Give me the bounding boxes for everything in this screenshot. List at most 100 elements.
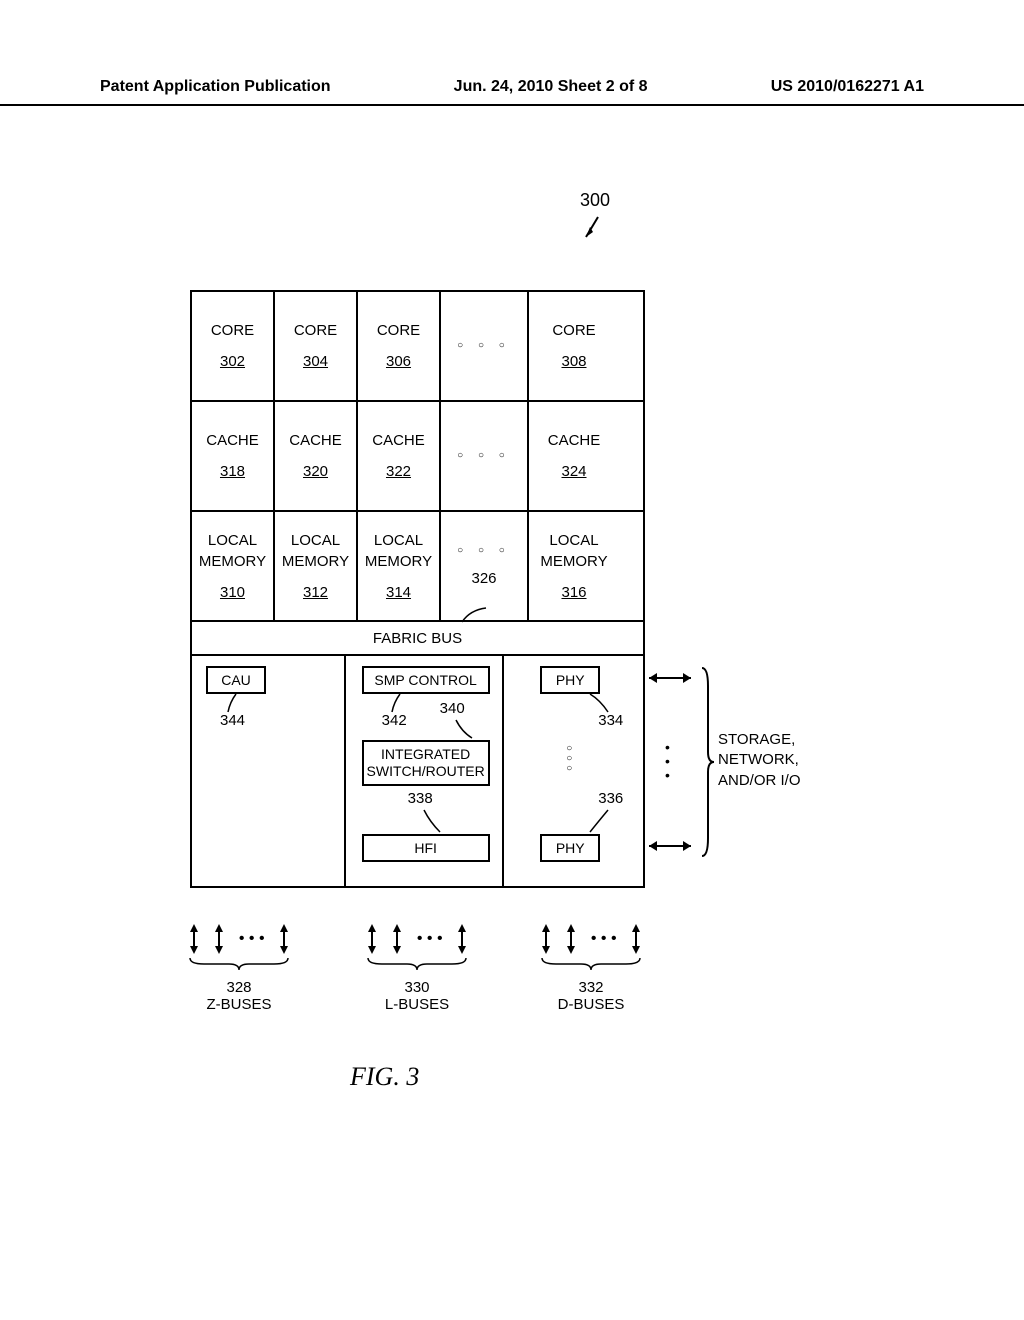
cache-ref: 320: [303, 461, 328, 482]
lead-line-smp-icon: [390, 692, 412, 714]
ref-300-number: 300: [580, 190, 610, 210]
local-memory-310: LOCAL MEMORY 310: [192, 512, 275, 620]
phy-vdots-left-icon: ○○○: [566, 744, 572, 774]
right-io-label: STORAGE, NETWORK, AND/OR I/O: [718, 730, 801, 791]
core-label: CORE: [211, 320, 254, 341]
z-bus-text: Z-BUSES: [206, 996, 271, 1013]
cache-324: CACHE 324: [529, 402, 619, 510]
l-bus-text: L-BUSES: [385, 996, 449, 1013]
local-memory-316: LOCAL MEMORY 316: [529, 512, 619, 620]
hfi-ref: 338: [408, 790, 433, 807]
d-bus-ref: 332: [578, 979, 603, 996]
hfi-box: HFI: [362, 834, 490, 862]
bus-brace-icon: [362, 956, 472, 974]
lead-line-326-icon: [460, 606, 490, 624]
bus-arrow-icon: [456, 922, 468, 956]
bus-arrow-icon: [213, 922, 225, 956]
l-buses: • • • 330 L-BUSES: [362, 922, 472, 1013]
memory-label: LOCAL MEMORY: [358, 530, 439, 572]
core-label: CORE: [377, 320, 420, 341]
phy-label: PHY: [556, 672, 585, 688]
right-vdots-icon: •••: [665, 740, 670, 782]
memory-ref: 316: [561, 582, 586, 603]
memory-label: LOCAL MEMORY: [529, 530, 619, 572]
header-center: Jun. 24, 2010 Sheet 2 of 8: [454, 78, 648, 96]
lead-line-340-icon: [454, 718, 476, 740]
cache-ref: 322: [386, 461, 411, 482]
ellipsis-icon: ○ ○ ○: [457, 339, 511, 353]
phy-label: PHY: [556, 840, 585, 856]
bus-arrow-icon: [565, 922, 577, 956]
memory-row: LOCAL MEMORY 310 LOCAL MEMORY 312 LOCAL …: [192, 512, 643, 622]
cache-318: CACHE 318: [192, 402, 275, 510]
right-brace-icon: [698, 666, 714, 858]
cache-320: CACHE 320: [275, 402, 358, 510]
lead-line-phy1-icon: [588, 692, 610, 714]
bus-arrow-icon: [278, 922, 290, 956]
header-right: US 2010/0162271 A1: [771, 78, 924, 96]
memory-ref: 314: [386, 582, 411, 603]
phy-arrow-top-icon: [645, 668, 695, 688]
core-308: CORE 308: [529, 292, 619, 400]
lead-line-cau-icon: [226, 692, 248, 714]
ref-300-arrow-icon: [580, 213, 608, 243]
lead-line-hfi-icon: [422, 808, 444, 834]
l-bus-arrows: • • •: [362, 922, 472, 956]
fabric-bus-label: FABRIC BUS: [373, 630, 462, 647]
fabric-bus-row: FABRIC BUS: [192, 622, 643, 656]
phy-column: PHY 334 ○○○ 336 PHY: [504, 656, 643, 886]
core-304: CORE 304: [275, 292, 358, 400]
z-bus-arrows: • • •: [184, 922, 294, 956]
memory-ref: 312: [303, 582, 328, 603]
bus-dots-icon: • • •: [239, 930, 265, 948]
bus-brace-icon: [184, 956, 294, 974]
bus-arrow-icon: [540, 922, 552, 956]
lead-line-phy2-icon: [588, 808, 610, 834]
cache-label: CACHE: [372, 430, 425, 451]
cache-label: CACHE: [548, 430, 601, 451]
memory-label: LOCAL MEMORY: [275, 530, 356, 572]
bus-arrow-icon: [188, 922, 200, 956]
patent-header: Patent Application Publication Jun. 24, …: [0, 78, 1024, 106]
smp-control-box: SMP CONTROL: [362, 666, 490, 694]
cache-row: CACHE 318 CACHE 320 CACHE 322 ○ ○ ○ CACH…: [192, 402, 643, 512]
memory-ellipsis: ○ ○ ○ 326: [441, 512, 529, 620]
smp-column: SMP CONTROL 342 340 INTEGRATED SWITCH/RO…: [346, 656, 505, 886]
smp-ref2: 340: [440, 700, 465, 717]
ref-300: 300: [580, 190, 610, 243]
cache-ellipsis: ○ ○ ○: [441, 402, 529, 510]
cau-ref: 344: [220, 712, 245, 729]
cau-column: CAU 344: [192, 656, 346, 886]
phy-box-334: PHY: [540, 666, 600, 694]
core-row: CORE 302 CORE 304 CORE 306 ○ ○ ○ CORE 30…: [192, 292, 643, 402]
phy1-ref: 334: [598, 712, 623, 729]
core-ellipsis: ○ ○ ○: [441, 292, 529, 400]
bus-arrow-icon: [366, 922, 378, 956]
local-memory-314: LOCAL MEMORY 314: [358, 512, 441, 620]
cau-label: CAU: [221, 672, 251, 688]
core-label: CORE: [294, 320, 337, 341]
interconnect-row: CAU 344 SMP CONTROL 342 340: [192, 656, 643, 886]
isr-box: INTEGRATED SWITCH/ROUTER: [362, 740, 490, 786]
d-bus-text: D-BUSES: [558, 996, 625, 1013]
core-ref: 308: [561, 351, 586, 372]
smp-label: SMP CONTROL: [374, 672, 476, 688]
phy2-ref: 336: [598, 790, 623, 807]
l-bus-label: 330 L-BUSES: [362, 979, 472, 1013]
z-bus-label: 328 Z-BUSES: [184, 979, 294, 1013]
phy-arrow-bottom-icon: [645, 836, 695, 856]
header-left: Patent Application Publication: [100, 78, 331, 96]
bus-brace-icon: [536, 956, 646, 974]
processor-block-grid: CORE 302 CORE 304 CORE 306 ○ ○ ○ CORE 30…: [190, 290, 645, 888]
cache-ref: 318: [220, 461, 245, 482]
bus-arrow-icon: [630, 922, 642, 956]
bus-dots-icon: • • •: [591, 930, 617, 948]
core-label: CORE: [552, 320, 595, 341]
isr-label: INTEGRATED SWITCH/ROUTER: [367, 746, 485, 779]
d-bus-label: 332 D-BUSES: [536, 979, 646, 1013]
phy-box-336: PHY: [540, 834, 600, 862]
memory-ellipsis-ref: 326: [471, 568, 496, 589]
core-302: CORE 302: [192, 292, 275, 400]
core-ref: 302: [220, 351, 245, 372]
cau-box: CAU: [206, 666, 266, 694]
